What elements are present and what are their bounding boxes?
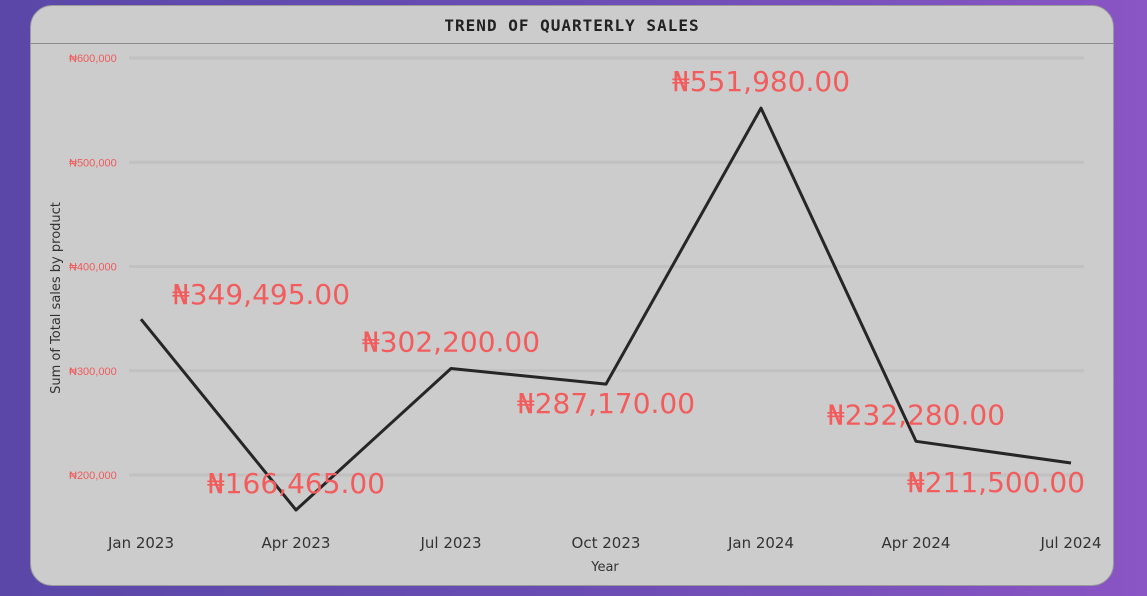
data-label: ₦211,500.00 <box>907 466 1085 499</box>
data-label: ₦551,980.00 <box>672 65 850 98</box>
y-tick-label: ₦600,000 <box>69 53 117 65</box>
x-tick-label: Jan 2024 <box>727 534 794 552</box>
line-chart: ₦200,000 ₦300,000 ₦400,000 ₦500,000 ₦600,000… <box>49 53 1102 575</box>
y-tick-label: ₦500,000 <box>69 157 117 169</box>
x-tick-label: Apr 2024 <box>882 534 951 552</box>
y-axis-title: Sum of Total sales by product <box>49 202 64 394</box>
x-tick-label: Apr 2023 <box>262 534 331 552</box>
gridlines <box>129 56 1084 477</box>
y-tick-label: ₦200,000 <box>69 470 117 482</box>
data-label: ₦287,170.00 <box>517 387 695 420</box>
x-tick-label: Jul 2023 <box>419 534 481 552</box>
y-tick-label: ₦300,000 <box>69 366 117 378</box>
x-axis-title: Year <box>590 560 619 575</box>
data-labels: ₦349,495.00 ₦166,465.00 ₦302,200.00 ₦287,17… <box>172 65 1085 500</box>
x-axis-ticks: Jan 2023 Apr 2023 Jul 2023 Oct 2023 Jan 2024… <box>107 534 1102 552</box>
data-label: ₦302,200.00 <box>362 325 540 358</box>
y-axis-ticks: ₦200,000 ₦300,000 ₦400,000 ₦500,000 ₦600,000 <box>69 53 117 482</box>
chart-card: TREND OF QUARTERLY SALES ₦200,000 ₦300,00… <box>30 5 1114 586</box>
x-tick-label: Jul 2024 <box>1039 534 1101 552</box>
data-label: ₦349,495.00 <box>172 278 350 311</box>
x-tick-label: Oct 2023 <box>572 534 641 552</box>
chart-title: TREND OF QUARTERLY SALES <box>444 16 700 35</box>
y-tick-label: ₦400,000 <box>69 262 117 274</box>
data-label: ₦232,280.00 <box>827 398 1005 431</box>
title-divider <box>31 43 1113 44</box>
x-tick-label: Jan 2023 <box>107 534 174 552</box>
series-line <box>139 106 1072 512</box>
data-label: ₦166,465.00 <box>207 467 385 500</box>
